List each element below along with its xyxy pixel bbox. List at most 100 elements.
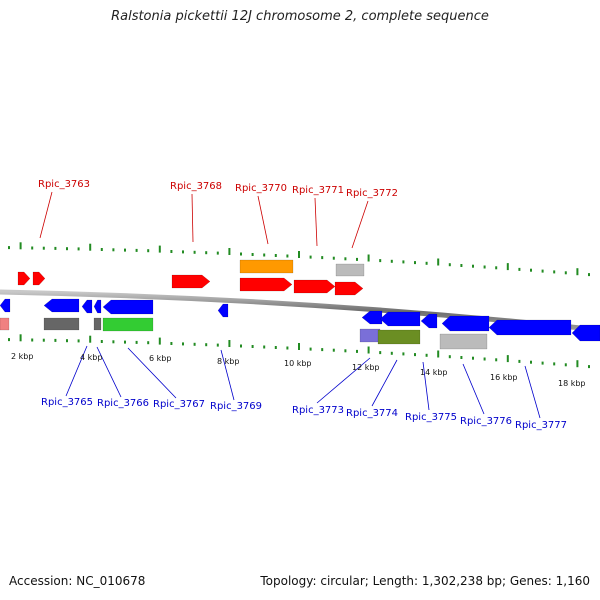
tick-mark-top [390, 259, 393, 263]
tick-mark-bottom [124, 340, 126, 344]
tick-mark-bottom [414, 353, 416, 357]
tick-mark-top [495, 266, 498, 270]
scale-label: 8 kbp [217, 357, 239, 366]
tick-mark-bottom [390, 351, 393, 355]
scale-labels: 2 kbp 4 kbp 6 kbp 8 kbp 10 kbp 12 kbp 14 kbp 16… [11, 352, 586, 388]
tick-mark-top [77, 247, 80, 251]
leader-line-top [39, 191, 53, 239]
tick-mark-bottom [518, 359, 521, 363]
gene-features [0, 259, 600, 350]
tick-mark-top [437, 258, 440, 266]
gene-arrow-reverse [217, 303, 229, 318]
tick-mark-bottom [228, 340, 231, 347]
leader-line-top [314, 197, 318, 247]
tick-mark-bottom [112, 340, 115, 344]
scale-label: 18 kbp [558, 379, 586, 388]
tick-mark-top [356, 257, 358, 261]
gene-block-other [0, 317, 10, 331]
tick-mark-top [564, 271, 567, 275]
gene-arrow-forward [293, 279, 336, 294]
tick-mark-top [193, 250, 196, 254]
scale-label: 10 kbp [284, 359, 312, 368]
leader-line-bottom [422, 361, 430, 411]
tick-mark-bottom [42, 338, 45, 342]
tick-mark-bottom [541, 361, 544, 365]
tick-mark-bottom [495, 358, 498, 362]
gene-block-other [359, 328, 381, 343]
map-title: Ralstonia pickettii 12J chromosome 2, co… [111, 9, 489, 24]
tick-mark-bottom [356, 349, 358, 353]
tick-mark-top [402, 260, 405, 264]
tick-mark-top [228, 248, 231, 255]
gene-arrow-forward [32, 271, 46, 286]
gene-arrow-reverse [0, 298, 11, 313]
tick-mark-top [286, 254, 289, 258]
gene-block-rna [239, 259, 294, 274]
gene-label-bottom: Rpic_3774 [346, 408, 398, 419]
tick-mark-bottom [77, 339, 80, 343]
tick-mark-bottom [298, 343, 300, 350]
tick-mark-top [251, 253, 254, 256]
gene-block-pseudo [43, 317, 80, 331]
tick-mark-top [19, 242, 22, 250]
gene-label-bottom: Rpic_3775 [405, 412, 457, 423]
gene-label-top: Rpic_3768 [170, 181, 222, 192]
tick-mark-bottom [240, 344, 242, 348]
tick-mark-top [31, 246, 34, 250]
tick-mark-top [66, 247, 68, 251]
tick-mark-bottom [402, 352, 405, 356]
gene-block-pseudo [439, 333, 488, 350]
gene-label-bottom: Rpic_3766 [97, 398, 149, 409]
gene-label-bottom: Rpic_3767 [153, 399, 205, 410]
leader-line-bottom [220, 349, 235, 401]
tick-mark-bottom [367, 346, 370, 354]
gene-arrow-reverse [441, 315, 490, 332]
tick-mark-top [321, 256, 324, 260]
tick-mark-bottom [321, 348, 324, 352]
tick-mark-bottom [251, 345, 254, 348]
tick-mark-top [135, 248, 138, 252]
gene-block-pseudo [93, 317, 102, 331]
gene-arrow-reverse [488, 319, 572, 336]
gene-arrow-reverse [420, 313, 438, 329]
label-leader-lines [39, 191, 541, 419]
tick-mark-top [541, 269, 544, 273]
tick-mark-top [506, 263, 509, 271]
gene-label-bottom: Rpic_3773 [292, 405, 344, 416]
gene-arrow-forward [239, 277, 293, 292]
leader-line-bottom [524, 365, 541, 419]
tick-mark-top [460, 264, 463, 267]
tick-mark-bottom [193, 342, 196, 346]
tick-mark-bottom [66, 339, 68, 343]
tick-mark-bottom [472, 356, 474, 360]
tick-mark-bottom [263, 345, 266, 349]
tick-mark-bottom [158, 337, 161, 345]
gene-label-bottom: Rpic_3769 [210, 401, 262, 412]
leader-line-bottom [127, 347, 177, 399]
tick-mark-bottom [506, 355, 509, 363]
tick-mark-top [448, 263, 451, 267]
scale-label: 2 kbp [11, 352, 33, 361]
tick-marks-top [8, 242, 590, 277]
tick-mark-top [344, 257, 347, 261]
tick-mark-bottom [89, 335, 92, 343]
tick-mark-top [54, 246, 57, 250]
tick-mark-bottom [530, 360, 532, 364]
tick-mark-bottom [182, 342, 184, 346]
gene-label-bottom: Rpic_3777 [515, 420, 567, 431]
leader-line-top [191, 193, 194, 243]
gene-arrow-forward [17, 271, 31, 286]
tick-mark-top [332, 256, 335, 260]
tick-mark-top [158, 245, 161, 253]
tick-mark-bottom [553, 362, 556, 366]
tick-mark-bottom [31, 338, 34, 342]
gene-arrow-reverse [571, 324, 600, 342]
accession-text: Accession: NC_010678 [9, 574, 146, 588]
tick-mark-bottom [588, 365, 590, 369]
tick-mark-top [588, 273, 590, 277]
scale-label: 14 kbp [420, 368, 448, 377]
tick-mark-top [147, 249, 150, 253]
tick-mark-bottom [576, 360, 579, 368]
gene-arrow-reverse [361, 310, 383, 325]
